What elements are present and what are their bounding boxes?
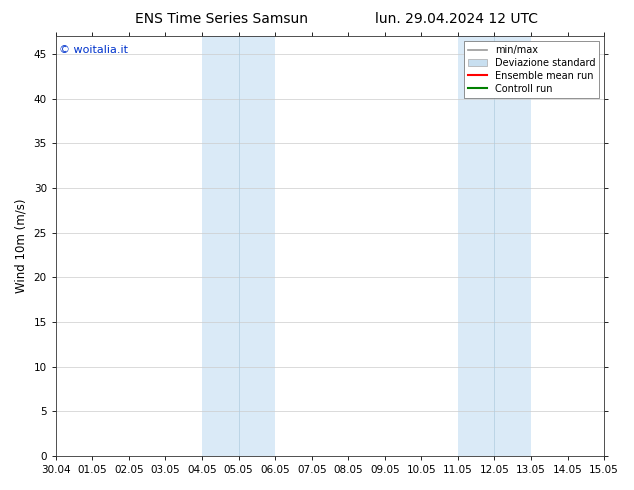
Y-axis label: Wind 10m (m/s): Wind 10m (m/s)	[15, 199, 28, 294]
Text: ENS Time Series Samsun: ENS Time Series Samsun	[136, 12, 308, 26]
Bar	[238, 36, 275, 456]
Bar	[495, 36, 531, 456]
Text: lun. 29.04.2024 12 UTC: lun. 29.04.2024 12 UTC	[375, 12, 538, 26]
Text: © woitalia.it: © woitalia.it	[58, 45, 127, 55]
Legend: min/max, Deviazione standard, Ensemble mean run, Controll run: min/max, Deviazione standard, Ensemble m…	[463, 41, 599, 98]
Bar	[202, 36, 238, 456]
Bar	[458, 36, 495, 456]
